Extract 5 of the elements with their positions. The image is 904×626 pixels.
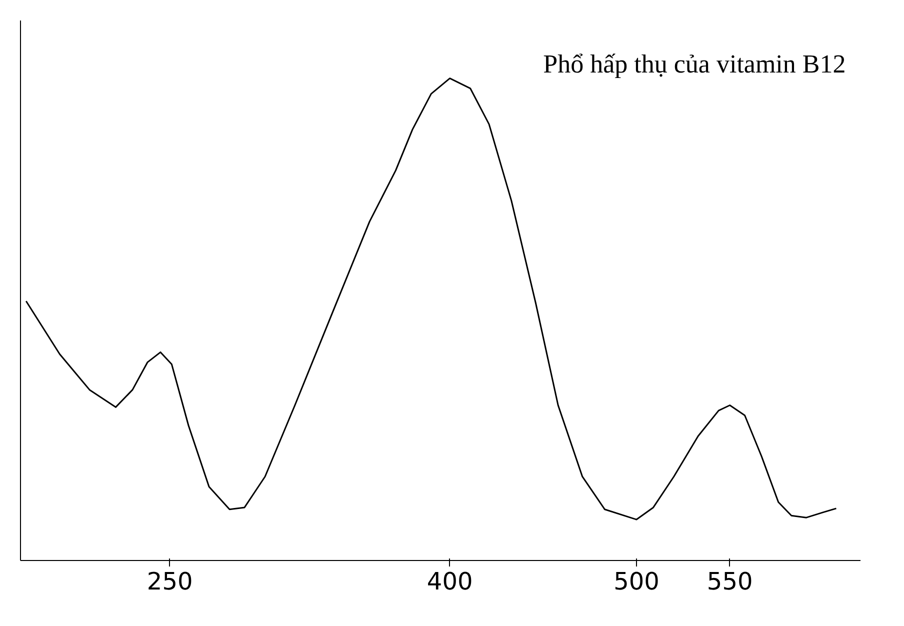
x-tick-label: 550 xyxy=(706,568,753,596)
x-tick-label: 250 xyxy=(146,568,193,596)
x-tick-label: 400 xyxy=(426,568,473,596)
x-tick-label: 500 xyxy=(614,568,660,596)
annotation: Phổ hấp thụ của vitamin B12 xyxy=(543,49,846,78)
